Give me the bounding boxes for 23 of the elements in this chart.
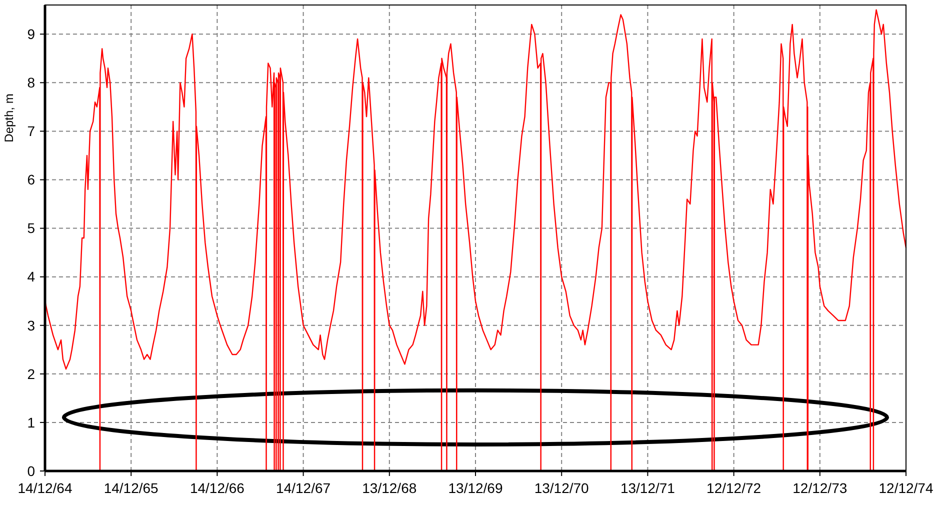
x-tick-label: 13/12/69 bbox=[448, 480, 503, 496]
x-tick-label: 14/12/66 bbox=[190, 480, 245, 496]
y-axis-title: Depth, m bbox=[2, 94, 16, 142]
x-tick-label: 12/12/74 bbox=[878, 480, 934, 496]
y-tick-label: 3 bbox=[27, 317, 36, 334]
y-tick-label: 0 bbox=[27, 462, 36, 479]
x-tick-label: 13/12/70 bbox=[534, 480, 590, 496]
line-series bbox=[44, 9, 907, 472]
y-tick-label: 5 bbox=[27, 220, 36, 236]
x-tick-label: 13/12/71 bbox=[620, 480, 676, 496]
y-tick-label: 7 bbox=[27, 123, 36, 140]
x-tick-label: 14/12/65 bbox=[104, 480, 159, 496]
x-tick-label: 12/12/72 bbox=[706, 480, 762, 496]
y-tick-label: 9 bbox=[27, 26, 36, 42]
y-tick-label: 8 bbox=[27, 74, 36, 91]
y-tick-label: 4 bbox=[27, 268, 36, 285]
y-tick-label: 2 bbox=[27, 366, 36, 382]
x-tick-label: 14/12/64 bbox=[18, 480, 72, 496]
x-tick-label: 12/12/73 bbox=[792, 480, 848, 496]
x-tick-label: 14/12/67 bbox=[276, 480, 331, 496]
y-tick-label: 6 bbox=[27, 172, 36, 188]
y-tick-label: 1 bbox=[27, 414, 36, 430]
x-tick-label: 13/12/68 bbox=[362, 480, 417, 496]
